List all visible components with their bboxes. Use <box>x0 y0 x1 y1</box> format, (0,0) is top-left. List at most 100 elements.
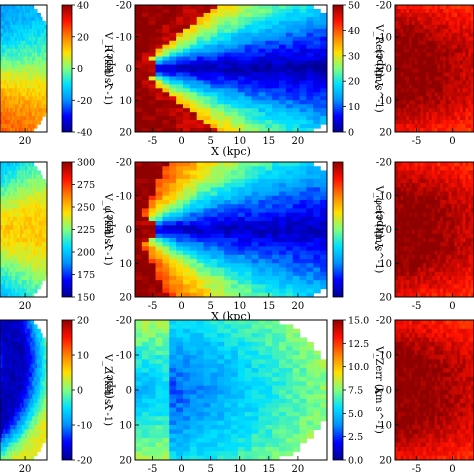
heatmap-cell <box>30 259 33 264</box>
heatmap-cell <box>420 225 424 231</box>
heatmap-cell <box>395 225 399 231</box>
heatmap-cell <box>299 5 308 10</box>
heatmap-cell <box>265 284 273 290</box>
heatmap-cell <box>217 242 225 247</box>
heatmap-cell <box>231 280 239 285</box>
heatmap-cell <box>16 76 20 82</box>
heatmap-cell <box>272 64 280 70</box>
heatmap-cell <box>169 52 177 58</box>
heatmap-cell <box>31 225 35 231</box>
heatmap-cell <box>451 96 455 101</box>
heatmap-cell <box>320 221 327 226</box>
heatmap-cell <box>409 246 413 252</box>
heatmap-cell <box>31 166 35 172</box>
heatmap-cell <box>6 221 9 226</box>
heatmap-cell <box>41 250 45 256</box>
heatmap-cell <box>442 40 447 46</box>
heatmap-cell <box>148 116 157 121</box>
heatmap-cell <box>431 225 436 231</box>
heatmap-cell <box>411 100 416 105</box>
heatmap-cell <box>224 124 232 129</box>
heatmap-cell <box>400 120 405 125</box>
heatmap-cell <box>20 288 23 294</box>
heatmap-cell <box>428 271 433 277</box>
heatmap-cell <box>417 8 421 14</box>
heatmap-cell <box>445 76 450 82</box>
heatmap-cell <box>26 92 30 97</box>
heatmap-cell <box>258 40 266 46</box>
heatmap-cell <box>285 191 294 197</box>
heatmap-cell <box>414 204 419 210</box>
heatmap-cell <box>135 68 143 74</box>
heatmap-cell <box>217 120 225 125</box>
heatmap-cell <box>265 8 273 14</box>
heatmap-cell <box>21 162 25 167</box>
heatmap-cell <box>397 263 402 269</box>
heatmap-cell <box>38 100 41 105</box>
heatmap-cell <box>231 166 239 172</box>
heatmap-cell <box>135 178 143 184</box>
heatmap-cell <box>1 229 4 235</box>
heatmap-cell <box>244 187 253 193</box>
heatmap-cell <box>26 32 30 38</box>
heatmap-cell <box>217 32 225 38</box>
heatmap-cell <box>8 112 11 117</box>
heatmap-cell <box>141 100 150 105</box>
heatmap-cell <box>457 32 461 38</box>
heatmap-cell <box>25 20 28 26</box>
heatmap-cell <box>403 170 407 176</box>
heatmap-cell <box>176 254 184 260</box>
heatmap-cell <box>40 242 43 247</box>
heatmap-cell <box>13 40 16 46</box>
heatmap-cell <box>1 221 4 226</box>
heatmap-cell <box>36 104 40 109</box>
heatmap-cell <box>217 52 225 58</box>
heatmap-cell <box>18 104 21 109</box>
heatmap-cell <box>272 237 280 243</box>
heatmap-cell <box>434 288 438 294</box>
heatmap-cell <box>414 40 419 46</box>
heatmap-cell <box>442 76 447 82</box>
heatmap-cell <box>43 24 46 30</box>
heatmap-cell <box>10 68 13 74</box>
heatmap-cell <box>400 96 405 101</box>
heatmap-cell <box>43 237 46 243</box>
heatmap-cell <box>414 267 419 273</box>
heatmap-cell <box>10 195 13 201</box>
heatmap-cell <box>426 124 430 129</box>
heatmap-cell <box>28 40 31 46</box>
heatmap-cell <box>8 178 11 184</box>
heatmap-cell <box>16 195 20 201</box>
heatmap-cell <box>231 178 239 184</box>
heatmap-cell <box>471 96 474 101</box>
heatmap-cell <box>38 40 41 46</box>
heatmap-cell <box>292 208 301 214</box>
heatmap-cell <box>320 199 327 205</box>
heatmap-cell <box>265 28 273 34</box>
heatmap-cell <box>431 48 436 54</box>
heatmap-cell <box>426 221 430 226</box>
heatmap-cell <box>457 64 461 70</box>
heatmap-cell <box>15 199 18 205</box>
heatmap-cell <box>6 104 9 109</box>
heatmap-cell <box>35 242 38 247</box>
heatmap-cell <box>320 225 327 231</box>
heatmap-cell <box>183 8 191 14</box>
heatmap-cell <box>176 292 184 297</box>
heatmap-cell <box>409 68 413 74</box>
heatmap-cell <box>0 104 3 109</box>
heatmap-cell <box>400 20 405 26</box>
heatmap-cell <box>26 178 30 184</box>
heatmap-cell <box>38 32 41 38</box>
heatmap-cell <box>35 275 38 281</box>
heatmap-cell <box>23 170 26 176</box>
heatmap-cell <box>306 56 314 62</box>
heatmap-cell <box>36 92 40 97</box>
heatmap-cell <box>176 80 184 85</box>
heatmap-cell <box>10 263 13 269</box>
heatmap-cell <box>292 92 301 97</box>
heatmap-cell <box>299 183 308 188</box>
heatmap-cell <box>237 271 246 277</box>
heatmap-cell <box>169 170 177 176</box>
heatmap-cell <box>459 108 464 113</box>
